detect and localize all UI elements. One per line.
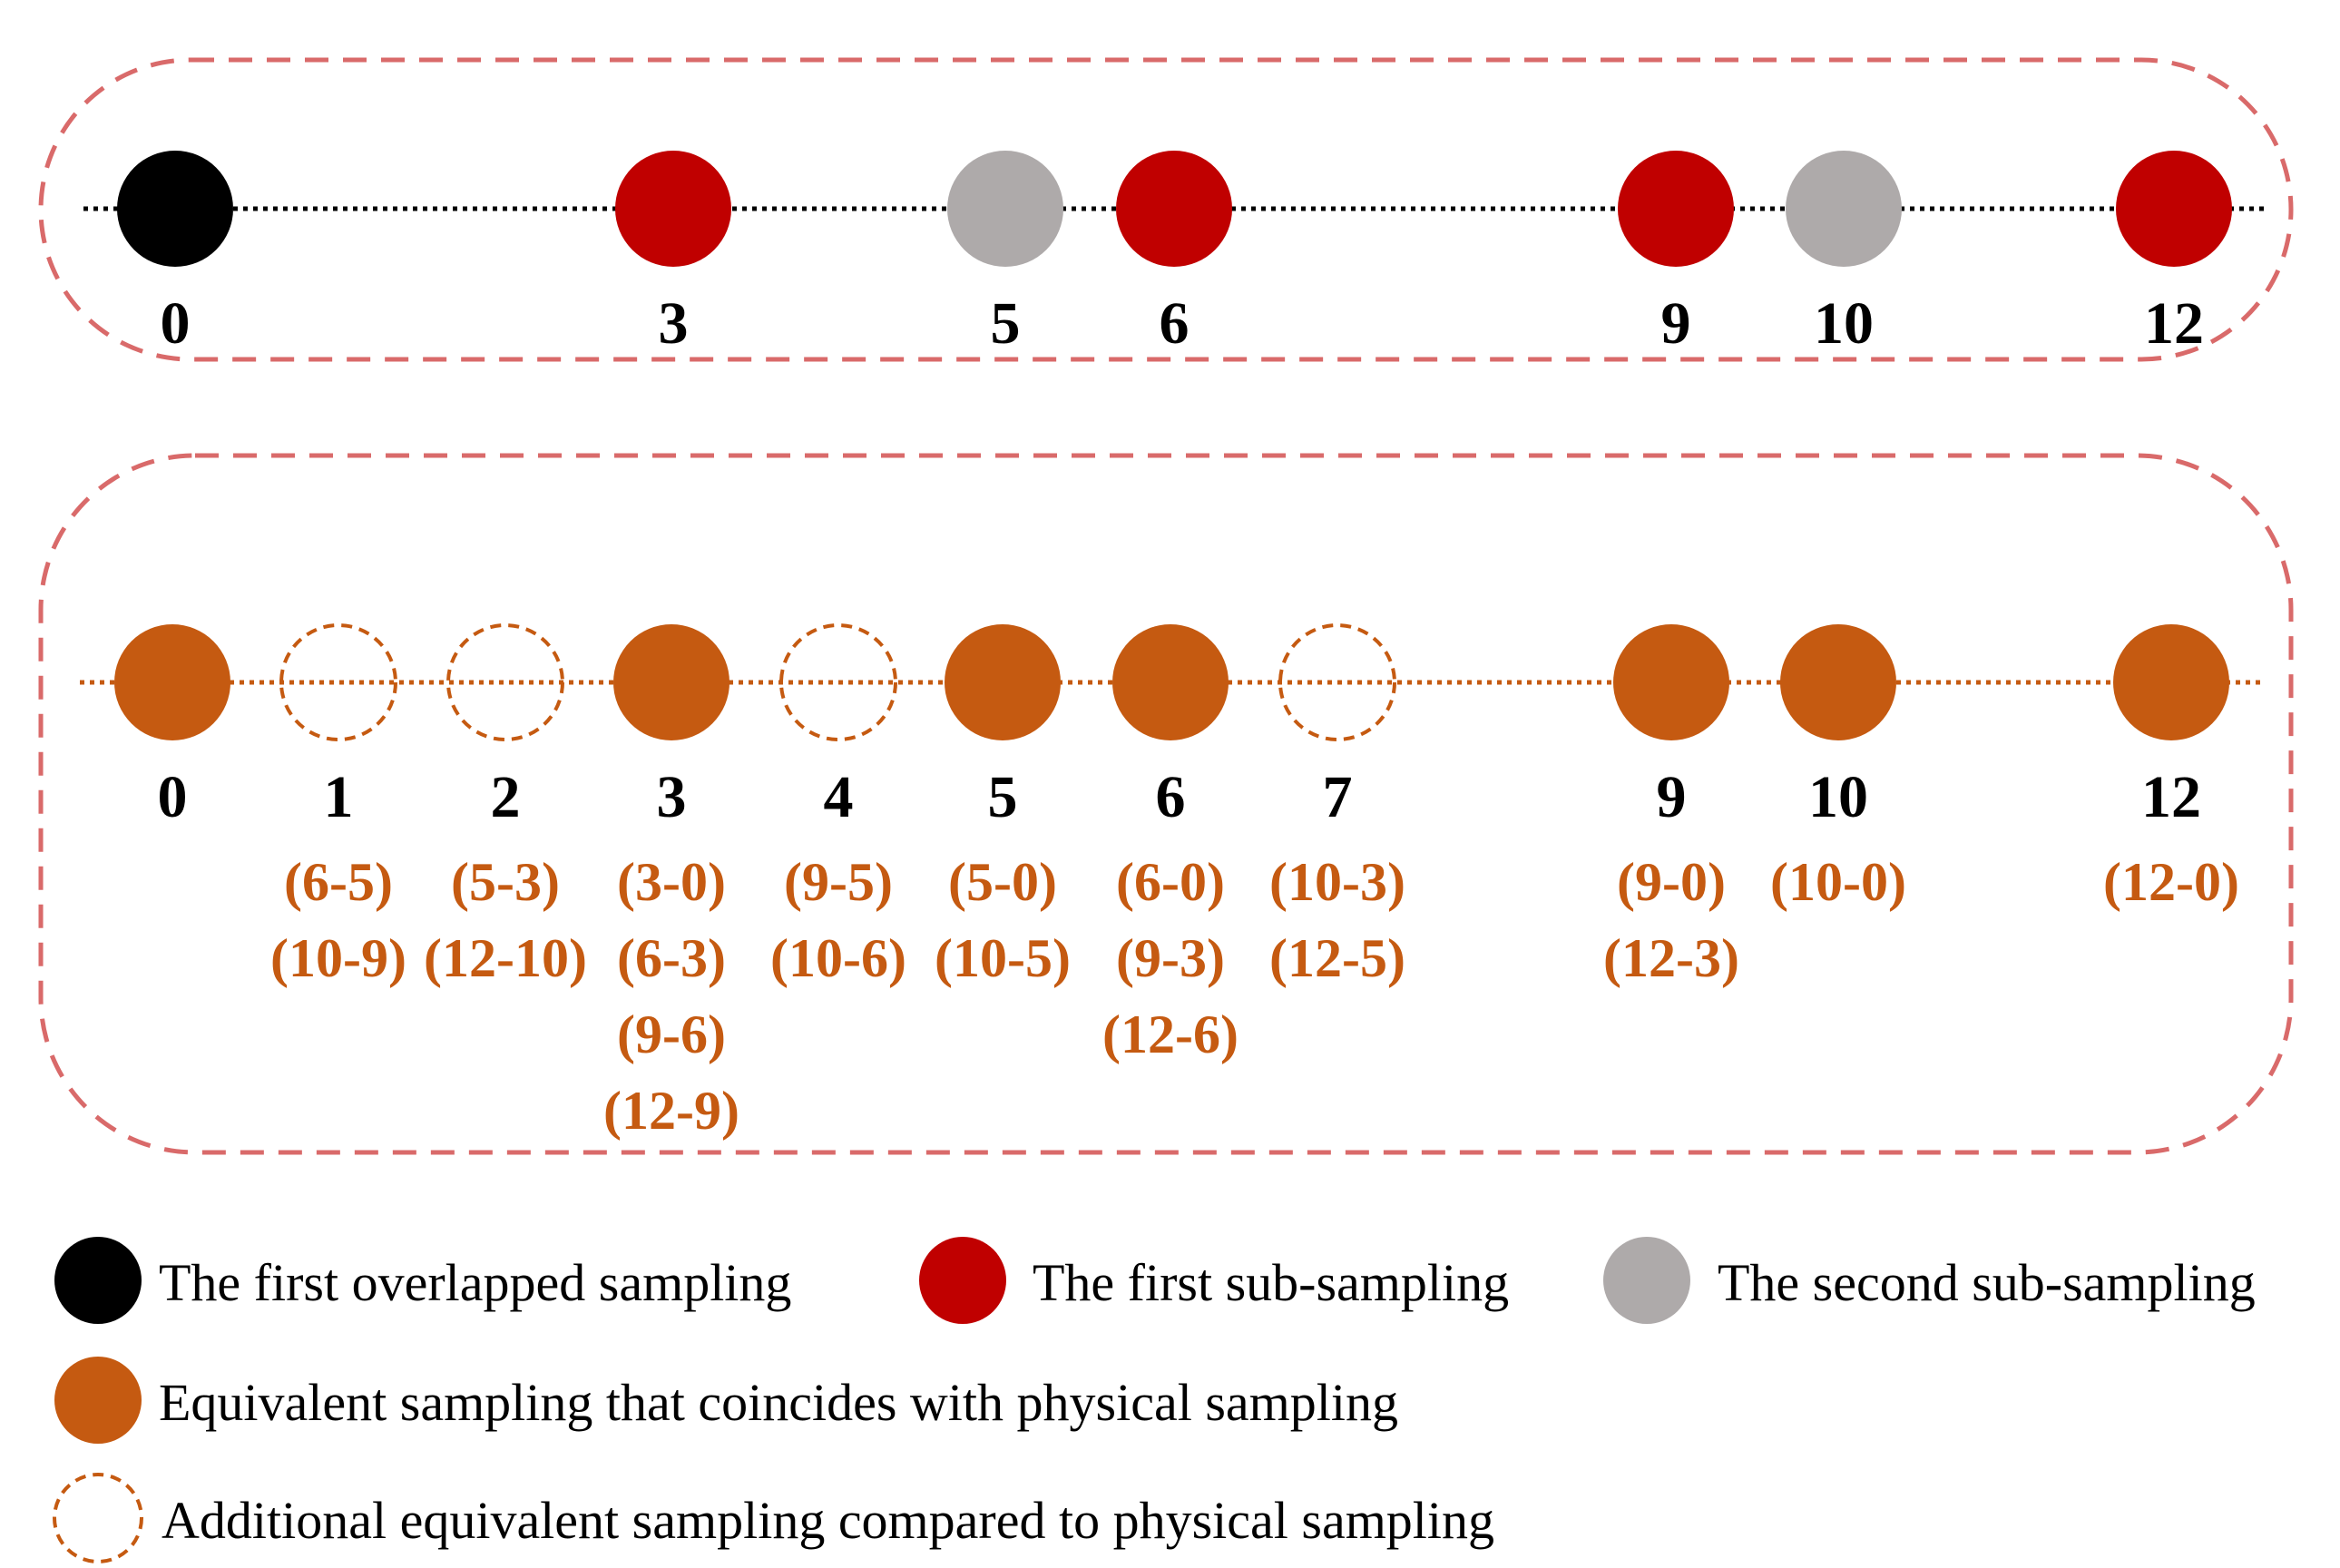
sample-index-label: 6 xyxy=(1160,290,1190,357)
difference-label: (9-0) xyxy=(1617,852,1726,912)
equivalent-sample-point xyxy=(1613,624,1729,740)
additional-equivalent-sample-point xyxy=(446,623,564,741)
difference-label: (9-3) xyxy=(1116,928,1225,988)
legend-item-first-sub-sampling: The first sub-sampling xyxy=(919,1237,1509,1324)
sample-index-label: 6 xyxy=(1156,764,1186,830)
red-sample-point xyxy=(1116,151,1232,267)
red-circle-icon xyxy=(919,1237,1006,1324)
difference-label: (10-5) xyxy=(935,928,1071,988)
red-sample-point xyxy=(1618,151,1734,267)
legend-label: The second sub-sampling xyxy=(1718,1253,2256,1312)
sample-index-label: 0 xyxy=(161,290,191,357)
physical-sampling-frame xyxy=(38,57,2294,362)
legend-item-additional-equivalent: Additional equivalent sampling compared … xyxy=(53,1473,1494,1563)
additional-equivalent-sample-point xyxy=(279,623,397,741)
difference-label: (12-6) xyxy=(1102,1004,1239,1064)
gray-sample-point xyxy=(1786,151,1902,267)
legend-label: The first overlapped sampling xyxy=(159,1253,791,1312)
gray-circle-icon xyxy=(1603,1237,1690,1324)
legend: The first overlapped sampling The first … xyxy=(53,1237,2256,1563)
difference-label: (9-6) xyxy=(617,1004,726,1064)
additional-equivalent-sample-point xyxy=(1278,623,1396,741)
sample-index-label: 5 xyxy=(991,290,1021,357)
difference-label: (10-0) xyxy=(1770,852,1906,912)
sample-index-label: 5 xyxy=(988,764,1018,830)
difference-label: (6-0) xyxy=(1116,852,1225,912)
black-sample-point xyxy=(117,151,233,267)
legend-item-first-overlapped: The first overlapped sampling xyxy=(54,1237,791,1324)
legend-label: Equivalent sampling that coincides with … xyxy=(159,1373,1398,1432)
difference-label: (10-9) xyxy=(270,928,406,988)
sample-index-label: 0 xyxy=(158,764,188,830)
sample-index-label: 7 xyxy=(1323,764,1353,830)
equivalent-sampling-frame xyxy=(38,453,2294,1155)
difference-label: (5-3) xyxy=(451,852,560,912)
equivalent-sampling-points: 0 1 (6-5) (10-9) 2 (5-3) (12-10) 3 (3-0) (6-3) (9-… xyxy=(114,623,2239,1141)
difference-label: (3-0) xyxy=(617,852,726,912)
black-circle-icon xyxy=(54,1237,142,1324)
legend-label: The first sub-sampling xyxy=(1033,1253,1509,1312)
sample-index-label: 1 xyxy=(324,764,354,830)
legend-item-second-sub-sampling: The second sub-sampling xyxy=(1603,1237,2256,1324)
difference-label: (9-5) xyxy=(784,852,893,912)
sample-index-label: 12 xyxy=(2144,290,2204,357)
difference-label: (12-0) xyxy=(2103,852,2239,912)
difference-label: (6-5) xyxy=(284,852,393,912)
difference-label: (12-3) xyxy=(1603,928,1739,988)
difference-label: (6-3) xyxy=(617,928,726,988)
legend-item-equivalent-coincides: Equivalent sampling that coincides with … xyxy=(54,1357,1398,1444)
difference-label: (5-0) xyxy=(948,852,1057,912)
equivalent-sampling-panel: 0 1 (6-5) (10-9) 2 (5-3) (12-10) 3 (3-0) (6-3) (9-… xyxy=(38,453,2294,1155)
red-sample-point xyxy=(615,151,731,267)
sample-index-label: 12 xyxy=(2141,764,2201,830)
difference-label: (10-3) xyxy=(1269,852,1405,912)
sample-index-label: 2 xyxy=(491,764,521,830)
equivalent-sample-point xyxy=(613,624,729,740)
physical-sampling-panel: 0 3 5 6 9 10 12 xyxy=(38,57,2294,362)
sample-index-label: 3 xyxy=(657,764,687,830)
difference-label: (12-5) xyxy=(1269,928,1405,988)
equivalent-sample-point xyxy=(1112,624,1229,740)
difference-label: (12-10) xyxy=(424,928,587,988)
orange-circle-icon xyxy=(54,1357,142,1444)
red-sample-point xyxy=(2116,151,2232,267)
equivalent-sample-point xyxy=(945,624,1061,740)
legend-label: Additional equivalent sampling compared … xyxy=(162,1491,1494,1550)
equivalent-sample-point xyxy=(114,624,230,740)
sample-index-label: 10 xyxy=(1808,764,1868,830)
physical-sampling-points: 0 3 5 6 9 10 12 xyxy=(117,151,2232,357)
equivalent-sample-point xyxy=(2113,624,2229,740)
equivalent-sample-point xyxy=(1780,624,1896,740)
sample-index-label: 10 xyxy=(1814,290,1874,357)
dashed-orange-circle-icon xyxy=(53,1473,143,1563)
sample-index-label: 4 xyxy=(824,764,854,830)
sample-index-label: 9 xyxy=(1657,764,1687,830)
additional-equivalent-sample-point xyxy=(779,623,897,741)
gray-sample-point xyxy=(947,151,1063,267)
difference-label: (10-6) xyxy=(770,928,906,988)
sample-index-label: 9 xyxy=(1661,290,1691,357)
sample-index-label: 3 xyxy=(659,290,689,357)
difference-label: (12-9) xyxy=(603,1081,739,1141)
